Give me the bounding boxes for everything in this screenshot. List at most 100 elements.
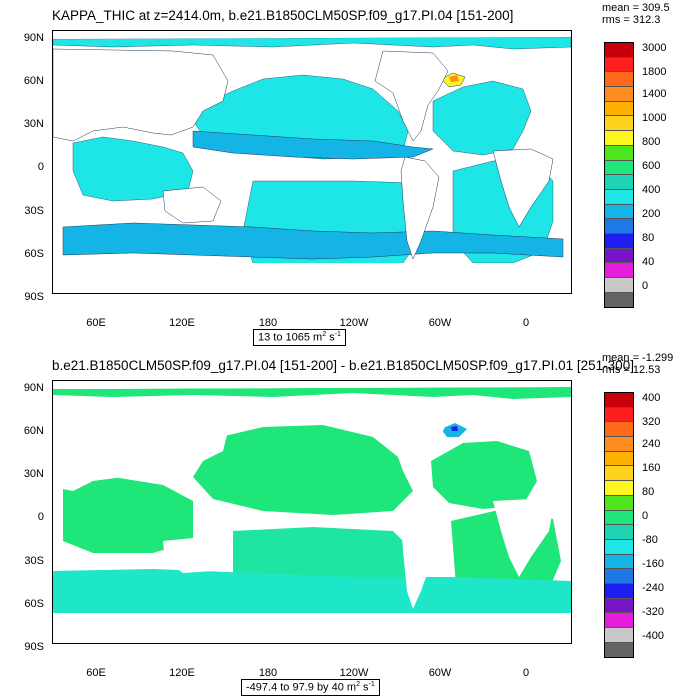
colorbar-label: 400 <box>642 184 661 196</box>
colorbar-swatch <box>605 495 633 511</box>
colorbar-swatch <box>605 72 633 88</box>
colorbar-swatch <box>605 189 633 205</box>
colorbar-swatch <box>605 233 633 249</box>
lat-label: 30N <box>23 468 44 480</box>
colorbar-swatch <box>605 145 633 161</box>
colorbar-swatch <box>605 642 633 658</box>
lon-label: 120W <box>339 667 369 679</box>
ocean-north-atlantic <box>431 441 537 509</box>
lat-label: 90S <box>24 291 44 303</box>
land-eurasia <box>53 48 229 142</box>
colorbar-label: 1400 <box>642 88 667 100</box>
lat-label: 30S <box>24 205 44 217</box>
colorbar-swatch <box>605 248 633 264</box>
map-panel-bottom: b.e21.B1850CLM50SP.f09_g17.PI.04 [151-20… <box>0 350 700 700</box>
colorbar-label: 240 <box>642 438 661 450</box>
mean-value: mean = -1.299 <box>602 352 674 364</box>
lat-label: 90N <box>23 32 44 44</box>
lon-label: 60W <box>428 317 452 329</box>
colorbar-swatch <box>605 539 633 555</box>
colorbar-swatch <box>605 407 633 423</box>
stats-block: mean = -1.299 rms = 12.53 <box>602 352 673 376</box>
range-label: 13 to 1065 m2 s-1 <box>253 329 346 346</box>
colorbar-swatch <box>605 613 633 628</box>
colorbar-swatch <box>605 204 633 220</box>
colorbar-label: -400 <box>642 630 665 642</box>
lon-label: 120E <box>169 317 195 329</box>
ocean-indian <box>72 136 194 202</box>
land-antarctica <box>53 263 571 293</box>
lon-label: 120W <box>339 317 369 329</box>
colorbar-label: 800 <box>642 136 661 148</box>
lat-label: 30S <box>24 555 44 567</box>
colorbar-label: 1800 <box>642 66 667 78</box>
colorbar-label: 80 <box>642 232 655 244</box>
colorbar-swatch <box>605 160 633 176</box>
colorbar-swatch <box>605 57 633 73</box>
rms-value: rms = 12.53 <box>602 364 661 376</box>
colorbar-swatch <box>605 451 633 467</box>
land-north-america <box>374 50 449 142</box>
land-eurasia <box>53 399 228 491</box>
colorbar-label: 0 <box>642 510 649 522</box>
colorbar-label: 3000 <box>642 42 667 54</box>
land-arctic <box>53 381 571 389</box>
map-plot-area <box>52 380 572 644</box>
colorbar-swatch <box>605 292 633 308</box>
colorbar-swatch <box>605 278 633 293</box>
lon-label: 60E <box>86 667 106 679</box>
land-africa <box>492 148 554 228</box>
colorbar-swatch <box>605 263 633 278</box>
land-south-america <box>401 507 439 609</box>
colorbar <box>604 392 634 659</box>
colorbar-label: 40 <box>642 256 655 268</box>
colorbar-label: -160 <box>642 558 665 570</box>
colorbar-swatch <box>605 87 633 102</box>
land-south-america <box>400 156 440 260</box>
colorbar-swatch <box>605 628 633 643</box>
ocean-north-pacific <box>193 425 413 515</box>
colorbar-label: -240 <box>642 582 665 594</box>
anomaly-labrador-core <box>451 426 458 431</box>
range-label: -497.4 to 97.9 by 40 m2 s-1 <box>241 679 380 696</box>
lon-label: 120E <box>169 667 195 679</box>
land-australia <box>162 186 222 224</box>
panel-title: b.e21.B1850CLM50SP.f09_g17.PI.04 [151-20… <box>52 358 634 373</box>
map-contours <box>53 31 571 293</box>
ocean-southern <box>62 222 564 260</box>
lon-label: 180 <box>258 317 278 329</box>
hotspot-labrador-core <box>449 75 459 82</box>
lat-label: 60N <box>23 75 44 87</box>
land-australia <box>163 537 221 573</box>
colorbar-swatch <box>605 393 633 408</box>
colorbar-label: 160 <box>642 462 661 474</box>
ocean-indian <box>63 477 193 553</box>
ocean-equatorial-band <box>192 130 434 160</box>
colorbar-label: 1000 <box>642 112 667 124</box>
ocean-north-atlantic <box>432 80 532 156</box>
colorbar-swatch <box>605 219 633 234</box>
colorbar-swatch <box>605 525 633 540</box>
ocean-arctic <box>53 36 571 50</box>
colorbar-label: 80 <box>642 486 655 498</box>
map-panel-top: KAPPA_THIC at z=2414.0m, b.e21.B1850CLM5… <box>23 2 670 346</box>
colorbar-swatch <box>605 437 633 452</box>
lat-label: 60S <box>24 598 44 610</box>
colorbar-swatch <box>605 43 633 58</box>
colorbar-label: 320 <box>642 416 661 428</box>
colorbar-swatch <box>605 569 633 584</box>
colorbar-label: 600 <box>642 160 661 172</box>
lat-label: 60N <box>23 425 44 437</box>
lon-label: 0 <box>522 667 530 679</box>
colorbar-label: 400 <box>642 392 661 404</box>
land-arctic <box>53 31 571 39</box>
mean-value: mean = 309.5 <box>602 2 670 14</box>
land-africa <box>493 499 553 577</box>
panel-title: KAPPA_THIC at z=2414.0m, b.e21.B1850CLM5… <box>52 8 514 23</box>
lat-label: 90S <box>24 641 44 653</box>
map-contours <box>53 381 571 643</box>
lon-label: 0 <box>522 317 530 329</box>
lat-label: 30N <box>23 118 44 130</box>
lat-label: 0 <box>37 511 44 523</box>
colorbar-label: -320 <box>642 606 665 618</box>
